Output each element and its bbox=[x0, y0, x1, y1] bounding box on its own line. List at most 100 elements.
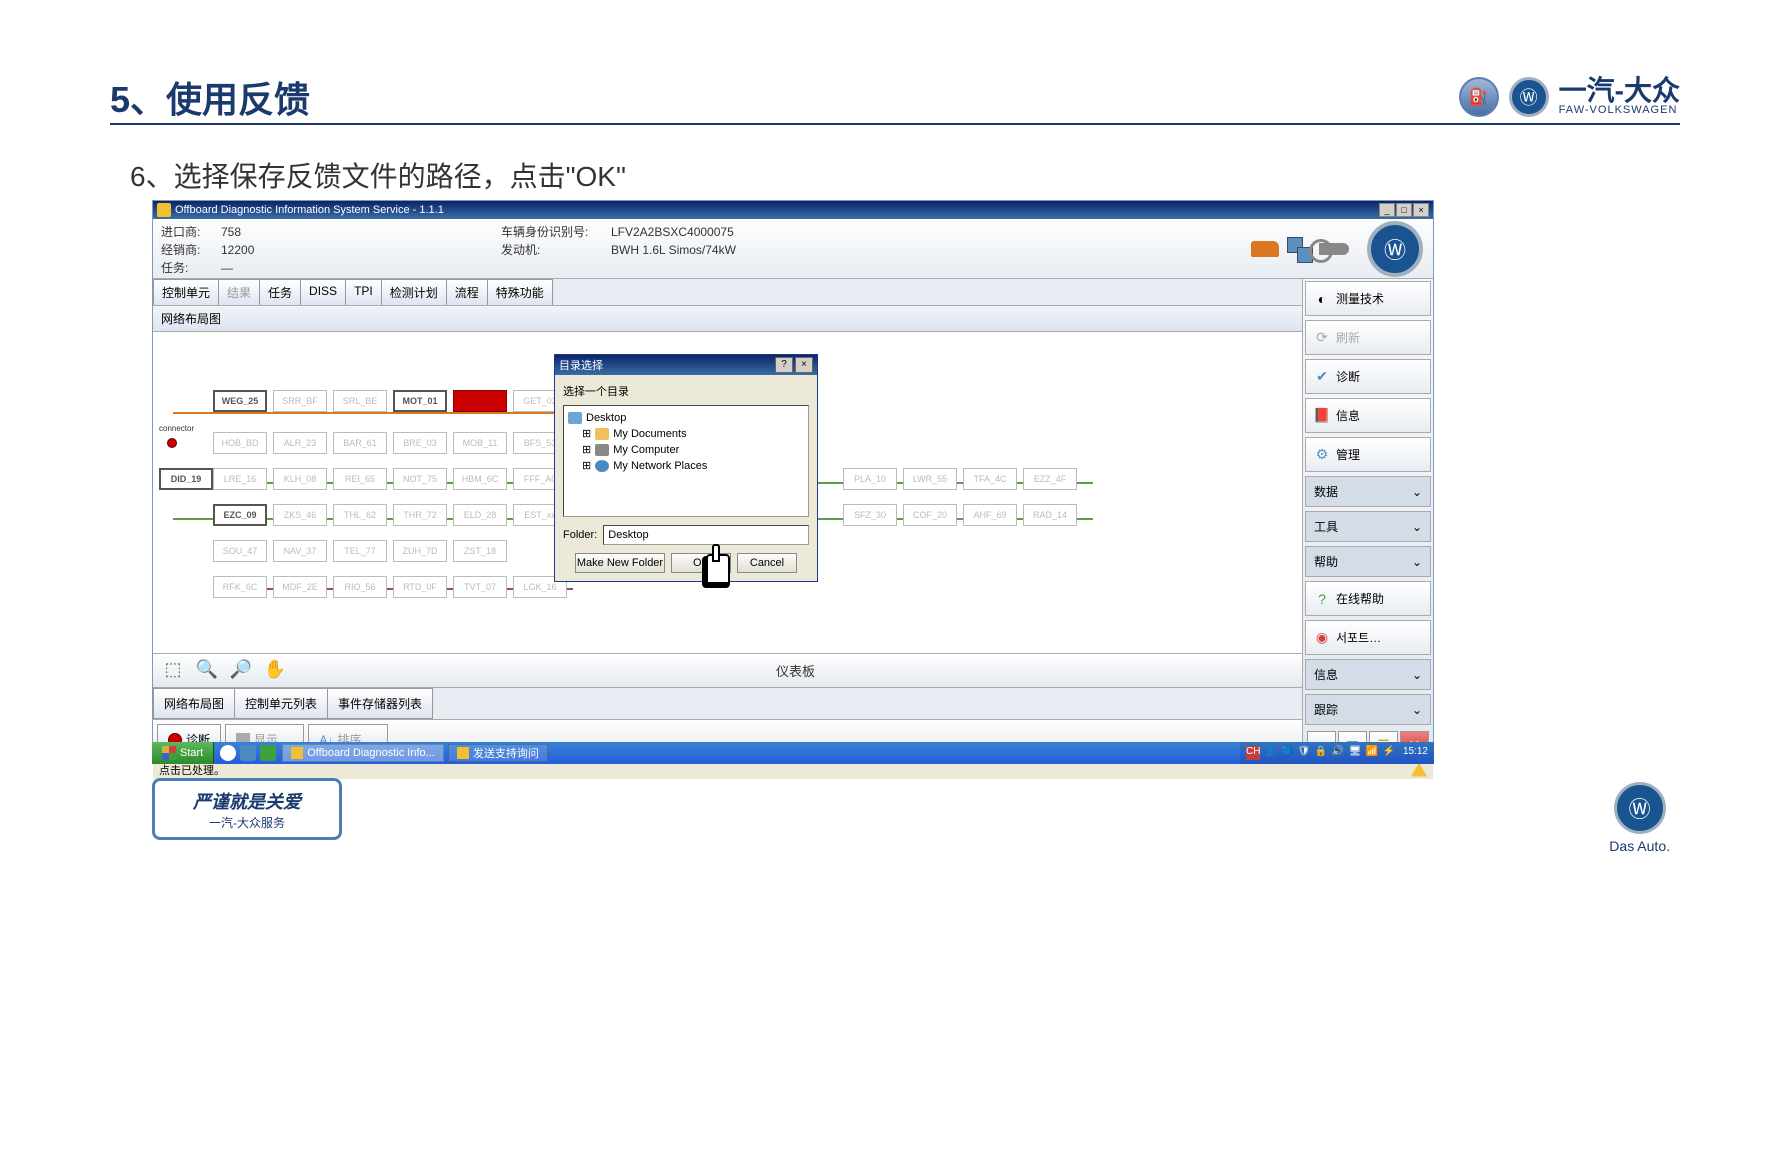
key-icon[interactable] bbox=[1319, 243, 1349, 255]
dialog-close-button[interactable]: × bbox=[795, 357, 813, 373]
tray-icon[interactable]: 🔵 bbox=[1280, 746, 1294, 760]
support-button[interactable]: ◉서포트… bbox=[1305, 620, 1431, 655]
zoom-fit-icon[interactable]: ⬚ bbox=[161, 659, 185, 683]
expand-icon[interactable]: ⊞ bbox=[582, 458, 591, 474]
make-new-folder-button[interactable]: Make New Folder bbox=[575, 553, 665, 573]
bottom-tab-2[interactable]: 事件存储器列表 bbox=[327, 688, 433, 719]
minimize-button[interactable]: _ bbox=[1379, 203, 1395, 217]
tray-icon[interactable]: CH bbox=[1246, 746, 1260, 760]
node-RFK_6C[interactable]: RFK_6C bbox=[213, 576, 267, 598]
node-SRR_BF[interactable]: SRR_BF bbox=[273, 390, 327, 412]
node-WEG_25[interactable]: WEG_25 bbox=[213, 390, 267, 412]
node-EZC_09[interactable]: EZC_09 bbox=[213, 504, 267, 526]
node-TEL_77[interactable]: TEL_77 bbox=[333, 540, 387, 562]
node-PLA_10[interactable]: PLA_10 bbox=[843, 468, 897, 490]
info-button[interactable]: 📕信息 bbox=[1305, 398, 1431, 433]
tray-icon[interactable]: 🖥 bbox=[1348, 746, 1362, 760]
start-button[interactable]: Start bbox=[152, 742, 214, 764]
manage-button[interactable]: ⚙管理 bbox=[1305, 437, 1431, 472]
tab-7[interactable]: 特殊功能 bbox=[487, 279, 553, 305]
diagnose-button[interactable]: ✔诊断 bbox=[1305, 359, 1431, 394]
node-EZZ_4F[interactable]: EZZ_4F bbox=[1023, 468, 1077, 490]
task-item-support[interactable]: 发送支持询问 bbox=[448, 744, 548, 762]
pan-icon[interactable]: ✋ bbox=[263, 659, 287, 683]
node-MDF_2E[interactable]: MDF_2E bbox=[273, 576, 327, 598]
trace-section[interactable]: 跟踪⌄ bbox=[1305, 694, 1431, 725]
tray-clock[interactable]: 15:12 bbox=[1403, 746, 1428, 760]
node-SRL_BE[interactable]: SRL_BE bbox=[333, 390, 387, 412]
node-ZUH_7D[interactable]: ZUH_7D bbox=[393, 540, 447, 562]
tree-mynet[interactable]: ⊞My Network Places bbox=[582, 458, 804, 474]
node-HOB_BD[interactable]: HOB_BD bbox=[213, 432, 267, 454]
node-TVT_07[interactable]: TVT_07 bbox=[453, 576, 507, 598]
node-DID_19[interactable]: DID_19 bbox=[159, 468, 213, 490]
bottom-tab-0[interactable]: 网络布局图 bbox=[153, 688, 235, 719]
tab-2[interactable]: 任务 bbox=[259, 279, 301, 305]
tray-icon[interactable]: 📶 bbox=[1365, 746, 1379, 760]
node-HBM_6C[interactable]: HBM_6C bbox=[453, 468, 507, 490]
tray-icon[interactable]: 🔊 bbox=[1331, 746, 1345, 760]
car-icon[interactable] bbox=[1251, 241, 1279, 257]
node-LRE_16[interactable]: LRE_16 bbox=[213, 468, 267, 490]
node-SFZ_30[interactable]: SFZ_30 bbox=[843, 504, 897, 526]
node-REI_65[interactable]: REI_65 bbox=[333, 468, 387, 490]
help-section[interactable]: 帮助⌄ bbox=[1305, 546, 1431, 577]
node-BAR_61[interactable]: BAR_61 bbox=[333, 432, 387, 454]
quick-launch-icon[interactable] bbox=[260, 745, 276, 761]
node-AIR_06[interactable]: AIR_06 bbox=[453, 390, 507, 412]
tab-4[interactable]: TPI bbox=[345, 279, 382, 305]
measure-button[interactable]: ◐测量技术 bbox=[1305, 281, 1431, 316]
data-section[interactable]: 数据⌄ bbox=[1305, 476, 1431, 507]
tray-icon[interactable]: ⚡ bbox=[1382, 746, 1396, 760]
cancel-button[interactable]: Cancel bbox=[737, 553, 797, 573]
tab-0[interactable]: 控制单元 bbox=[153, 279, 219, 305]
bottom-tab-1[interactable]: 控制单元列表 bbox=[234, 688, 328, 719]
tab-6[interactable]: 流程 bbox=[446, 279, 488, 305]
tray-icon[interactable]: 🔒 bbox=[1314, 746, 1328, 760]
server-icon[interactable] bbox=[1287, 237, 1311, 261]
node-NOT_75[interactable]: NOT_75 bbox=[393, 468, 447, 490]
close-button[interactable]: × bbox=[1413, 203, 1429, 217]
folder-input[interactable] bbox=[603, 525, 809, 545]
node-RTD_0F[interactable]: RTD_0F bbox=[393, 576, 447, 598]
node-MOT_01[interactable]: MOT_01 bbox=[393, 390, 447, 412]
expand-icon[interactable]: ⊞ bbox=[582, 426, 591, 442]
node-LWR_55[interactable]: LWR_55 bbox=[903, 468, 957, 490]
folder-tree[interactable]: Desktop ⊞My Documents ⊞My Computer ⊞My N… bbox=[563, 405, 809, 517]
tab-3[interactable]: DISS bbox=[300, 279, 346, 305]
node-TFA_4C[interactable]: TFA_4C bbox=[963, 468, 1017, 490]
refresh-button[interactable]: ⟳刷新 bbox=[1305, 320, 1431, 355]
node-THR_72[interactable]: THR_72 bbox=[393, 504, 447, 526]
tree-desktop[interactable]: Desktop bbox=[568, 410, 804, 426]
online-help-button[interactable]: ?在线帮助 bbox=[1305, 581, 1431, 616]
node-RIO_56[interactable]: RIO_56 bbox=[333, 576, 387, 598]
expand-icon[interactable]: ⊞ bbox=[582, 442, 591, 458]
tools-section[interactable]: 工具⌄ bbox=[1305, 511, 1431, 542]
node-THL_62[interactable]: THL_62 bbox=[333, 504, 387, 526]
tab-1[interactable]: 结果 bbox=[218, 279, 260, 305]
node-BRE_03[interactable]: BRE_03 bbox=[393, 432, 447, 454]
quick-launch-icon[interactable] bbox=[220, 745, 236, 761]
tree-mydocs[interactable]: ⊞My Documents bbox=[582, 426, 804, 442]
node-ZKS_46[interactable]: ZKS_46 bbox=[273, 504, 327, 526]
node-NAV_37[interactable]: NAV_37 bbox=[273, 540, 327, 562]
quick-launch-icon[interactable] bbox=[240, 745, 256, 761]
node-ELD_28[interactable]: ELD_28 bbox=[453, 504, 507, 526]
node-MOB_11[interactable]: MOB_11 bbox=[453, 432, 507, 454]
zoom-in-icon[interactable]: 🔍 bbox=[195, 659, 219, 683]
node-RAD_14[interactable]: RAD_14 bbox=[1023, 504, 1077, 526]
node-SOU_47[interactable]: SOU_47 bbox=[213, 540, 267, 562]
tray-icon[interactable]: 🛡 bbox=[1297, 746, 1311, 760]
zoom-out-icon[interactable]: 🔎 bbox=[229, 659, 253, 683]
node-KLH_08[interactable]: KLH_08 bbox=[273, 468, 327, 490]
node-ZST_18[interactable]: ZST_18 bbox=[453, 540, 507, 562]
node-AHF_69[interactable]: AHF_69 bbox=[963, 504, 1017, 526]
tab-5[interactable]: 检测计划 bbox=[381, 279, 447, 305]
tree-mycomp[interactable]: ⊞My Computer bbox=[582, 442, 804, 458]
node-ALR_23[interactable]: ALR_23 bbox=[273, 432, 327, 454]
task-item-odis[interactable]: Offboard Diagnostic Info... bbox=[282, 744, 444, 762]
info-section[interactable]: 信息⌄ bbox=[1305, 659, 1431, 690]
tray-icon[interactable]: 👤 bbox=[1263, 746, 1277, 760]
maximize-button[interactable]: □ bbox=[1396, 203, 1412, 217]
node-COF_20[interactable]: COF_20 bbox=[903, 504, 957, 526]
